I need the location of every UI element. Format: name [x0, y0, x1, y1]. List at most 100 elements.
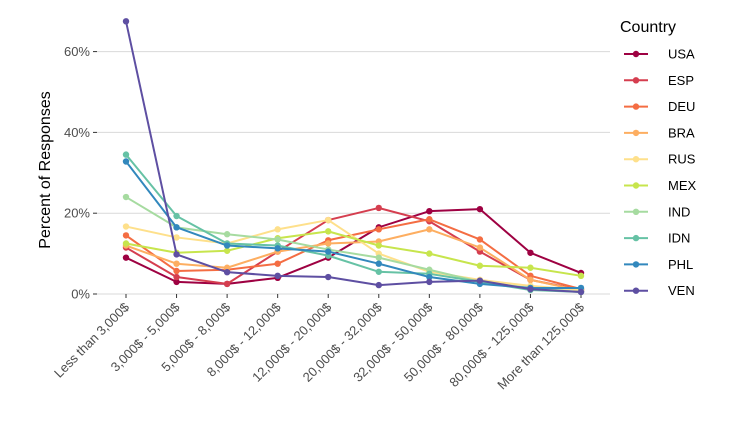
series-line-ind: [125, 196, 582, 293]
data-point-deu-7: [476, 236, 484, 243]
legend-key-point: [632, 129, 640, 137]
series-lines: [122, 18, 585, 296]
series-line-ven: [125, 20, 582, 293]
y-tick-label: 0%: [71, 287, 90, 302]
data-point-mex-6: [426, 250, 433, 257]
legend-label: IDN: [668, 231, 690, 246]
data-point-deu-5: [375, 226, 382, 233]
legend-label: USA: [668, 47, 695, 62]
legend-label: MEX: [668, 178, 697, 193]
data-point-deu-1: [173, 267, 180, 275]
data-point-ven-8: [527, 285, 534, 293]
data-point-deu-6: [426, 216, 433, 223]
data-point-phl-3: [274, 245, 281, 252]
data-point-bra-7: [476, 244, 484, 251]
data-point-mex-5: [375, 242, 382, 249]
data-point-phl-1: [173, 224, 180, 231]
legend-label: DEU: [668, 99, 695, 114]
data-point-phl-5: [375, 260, 382, 267]
legend-key-point: [632, 234, 640, 242]
gridlines: [97, 51, 610, 295]
data-point-usa-8: [527, 249, 534, 256]
data-point-rus-3: [274, 226, 281, 233]
legend-item-deu: DEU: [624, 99, 695, 114]
legend-item-rus: RUS: [624, 152, 696, 167]
legend-item-bra: BRA: [624, 125, 695, 140]
data-point-phl-0: [122, 158, 130, 165]
legend-label: BRA: [668, 125, 695, 140]
series-line-rus: [125, 219, 582, 291]
series-line-esp: [125, 206, 582, 291]
data-point-phl-4: [325, 248, 332, 255]
data-point-phl-2: [223, 242, 231, 249]
legend-key-point: [632, 261, 640, 268]
data-point-mex-0: [122, 240, 130, 247]
data-point-idn-0: [122, 151, 130, 158]
data-point-ven-6: [426, 278, 433, 286]
legend-title: Country: [620, 19, 676, 36]
data-point-ven-2: [223, 268, 231, 276]
y-tick-label: 40%: [64, 125, 90, 140]
x-axis: Less than 3,000$3,000$ - 5,000$5,000$ - …: [51, 294, 588, 392]
data-point-idn-1: [173, 212, 180, 220]
data-point-usa-6: [426, 207, 433, 215]
data-point-esp-2: [223, 280, 231, 288]
data-point-ven-5: [375, 281, 382, 289]
legend-label: VEN: [668, 283, 695, 298]
y-axis-title: Percent of Responses: [37, 91, 54, 248]
legend-label: RUS: [668, 152, 696, 167]
data-point-deu-0: [122, 232, 130, 239]
legend-item-mex: MEX: [624, 178, 697, 193]
series-line-bra: [125, 228, 582, 292]
legend-key-point: [632, 182, 640, 189]
series-line-usa: [125, 208, 582, 285]
data-point-ven-3: [274, 272, 281, 280]
data-point-rus-1: [173, 234, 180, 241]
x-tick-label: 80,000$ - 125,000$: [446, 299, 537, 390]
data-point-ind-2: [223, 231, 231, 238]
data-point-bra-8: [527, 276, 534, 284]
data-point-ind-3: [274, 236, 281, 243]
legend-item-phl: PHL: [624, 257, 693, 272]
data-point-ven-9: [577, 288, 585, 296]
series-ven: [122, 18, 585, 296]
data-point-ven-7: [476, 277, 484, 284]
legend-item-idn: IDN: [624, 231, 690, 246]
data-point-bra-1: [173, 260, 180, 267]
legend: Country USA ESP DEU BRA RUS MEX IND IDN PHL VEN: [620, 19, 697, 298]
data-point-usa-7: [476, 205, 484, 213]
y-tick-label: 20%: [64, 206, 90, 221]
data-point-mex-4: [325, 228, 332, 235]
data-point-esp-1: [173, 273, 180, 281]
data-point-mex-7: [476, 262, 484, 269]
data-point-phl-6: [426, 273, 433, 281]
legend-key-point: [632, 103, 640, 110]
legend-item-esp: ESP: [624, 73, 694, 88]
data-point-deu-3: [274, 260, 281, 267]
legend-label: PHL: [668, 257, 693, 272]
series-line-mex: [125, 230, 582, 277]
legend-key-point: [632, 77, 640, 84]
data-point-rus-4: [325, 216, 332, 224]
data-point-ind-5: [375, 254, 382, 261]
x-tick-label: More than 125,000$: [494, 299, 587, 392]
legend-item-ven: VEN: [624, 283, 695, 298]
legend-label: ESP: [668, 73, 694, 88]
data-point-rus-0: [122, 223, 130, 230]
series-idn: [122, 151, 585, 296]
series-esp: [122, 204, 585, 294]
data-point-ind-0: [122, 193, 130, 201]
legend-key-point: [632, 50, 640, 58]
data-point-bra-4: [325, 240, 332, 247]
y-axis: 0% 20% 40% 60%: [64, 44, 97, 302]
legend-key-point: [632, 208, 640, 215]
data-point-idn-5: [375, 268, 382, 275]
y-tick-label: 60%: [64, 44, 90, 59]
data-point-usa-0: [122, 254, 130, 261]
data-point-mex-8: [527, 264, 534, 271]
data-point-mex-2: [223, 247, 231, 254]
data-point-bra-2: [223, 264, 231, 271]
data-point-bra-6: [426, 226, 433, 233]
data-point-ven-4: [325, 273, 332, 281]
